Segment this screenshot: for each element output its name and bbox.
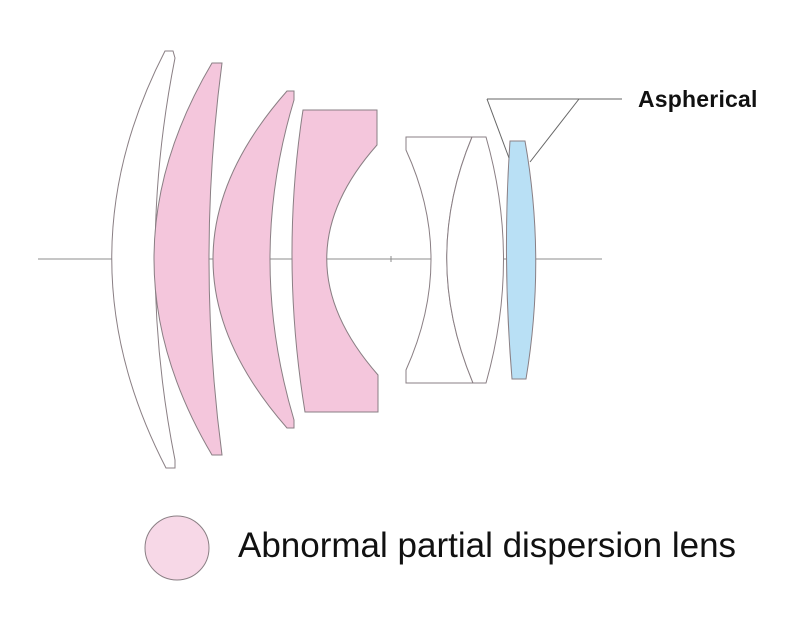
lens-element-6-aspherical [505,140,537,380]
lens-element-1 [111,50,176,469]
legend-label: Abnormal partial dispersion lens [238,526,737,565]
legend-swatch [144,515,210,581]
aspherical-leader-lines [486,98,622,163]
lens-element-3 [212,90,295,429]
lens-element-4 [291,109,379,413]
lens-element-5b [446,136,504,384]
lens-element-2 [153,62,223,456]
aspherical-label: Aspherical [638,86,758,112]
